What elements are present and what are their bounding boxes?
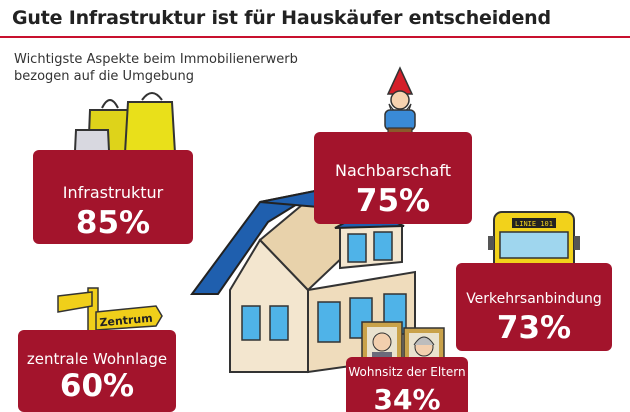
page-title: Gute Infrastruktur ist für Hauskäufer en… — [12, 7, 551, 29]
badge-label-nachbarschaft: Nachbarschaft — [335, 161, 451, 180]
bus-destination-sign: LINIE 101 — [515, 220, 553, 228]
badge-label-zentrale-wohnlage: zentrale Wohnlage — [26, 350, 168, 368]
badge-label-infrastruktur: Infrastruktur — [62, 183, 164, 202]
badge-nachbarschaft: Nachbarschaft 75% — [314, 132, 472, 224]
badge-value-wohnsitz-der-eltern: 34% — [373, 383, 441, 412]
badge-label-verkehrsanbindung: Verkehrsanbindung — [466, 291, 602, 307]
subtitle: Wichtigste Aspekte beim Immobilienerwerb… — [14, 51, 334, 85]
title-bar: Gute Infrastruktur ist für Hauskäufer en… — [0, 0, 630, 38]
badge-zentrale-wohnlage: zentrale Wohnlage 60% — [18, 330, 176, 412]
badge-wohnsitz-der-eltern: Wohnsitz der Eltern 34% — [346, 357, 468, 412]
garden-gnome-icon — [384, 66, 416, 137]
badge-value-infrastruktur: 85% — [75, 205, 151, 241]
subtitle-line-2: bezogen auf die Umgebung — [14, 69, 194, 84]
badge-infrastruktur: Infrastruktur 85% — [33, 150, 193, 244]
street-sign-icon: Zentrum — [57, 287, 163, 353]
badge-value-verkehrsanbindung: 73% — [496, 310, 572, 346]
subtitle-line-1: Wichtigste Aspekte beim Immobilienerwerb — [14, 52, 298, 67]
badge-value-nachbarschaft: 75% — [355, 183, 431, 219]
badge-label-wohnsitz-der-eltern: Wohnsitz der Eltern — [348, 365, 466, 379]
badge-verkehrsanbindung: Verkehrsanbindung 73% — [456, 263, 612, 351]
street-sign-text: Zentrum — [99, 312, 153, 330]
badge-value-zentrale-wohnlage: 60% — [59, 368, 135, 404]
